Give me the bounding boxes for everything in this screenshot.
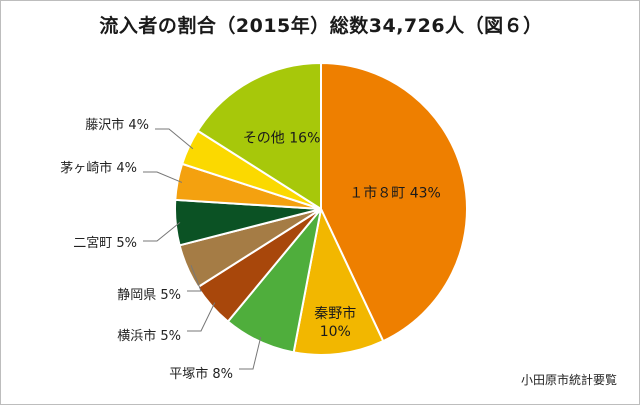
slice-label-5: 二宮町 5% — [73, 235, 137, 251]
leader-line-3 — [187, 302, 216, 332]
chart-title: 流入者の割合（2015年）総数34,726人（図６） — [99, 15, 543, 37]
pie-slice-1 — [292, 205, 385, 356]
slice-label-3: 横浜市 5% — [117, 328, 181, 344]
leader-line-4 — [187, 265, 202, 292]
leader-line-7 — [155, 128, 194, 150]
leader-line-6 — [143, 171, 183, 183]
slice-label-8: その他 16% — [243, 130, 321, 146]
leader-line-5 — [143, 221, 181, 242]
source-note: 小田原市統計要覧 — [520, 373, 617, 387]
pie-slice-8 — [196, 61, 322, 211]
slice-label-0: １市８町 43% — [349, 184, 441, 201]
slice-label-6: 茅ヶ崎市 4% — [60, 160, 137, 176]
slice-label-7: 藤沢市 4% — [85, 117, 149, 133]
slice-label-2: 平塚市 8% — [169, 366, 233, 382]
leader-line-2 — [239, 337, 262, 370]
slice-label-4: 静岡県 5% — [117, 288, 181, 303]
pie-slice-0 — [320, 61, 468, 343]
slice-label-1: 秦野市 10% — [314, 305, 356, 340]
